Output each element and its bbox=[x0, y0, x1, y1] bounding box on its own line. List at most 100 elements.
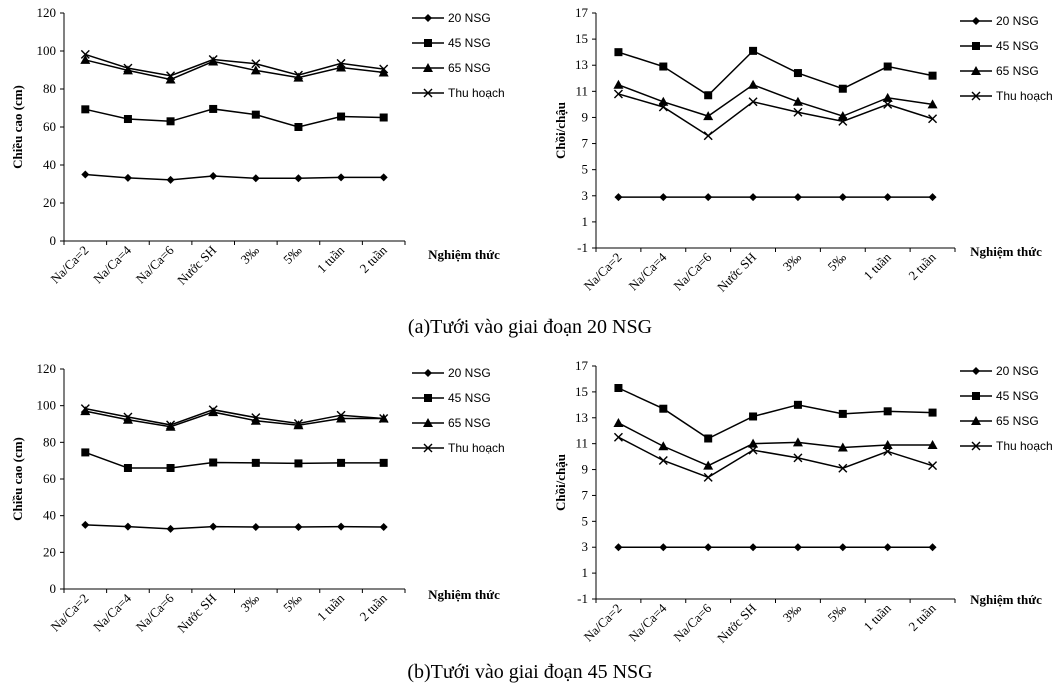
series-triangle bbox=[613, 79, 938, 121]
y-tick-label: 5 bbox=[582, 513, 589, 528]
data-point bbox=[704, 543, 713, 552]
data-point bbox=[882, 92, 893, 102]
data-point bbox=[659, 62, 668, 71]
y-tick-label: 120 bbox=[37, 361, 57, 376]
y-tick-label: 100 bbox=[37, 43, 57, 58]
data-point bbox=[704, 193, 713, 202]
data-point bbox=[883, 407, 892, 416]
series-diamond bbox=[614, 193, 937, 202]
y-tick-label: 0 bbox=[50, 233, 57, 248]
data-point bbox=[123, 173, 132, 182]
data-point bbox=[928, 114, 938, 124]
data-point bbox=[749, 543, 758, 552]
legend-label: 20 NSG bbox=[448, 11, 491, 25]
y-axis-title: Chồi/chậu bbox=[553, 102, 568, 159]
y-tick-label: 3 bbox=[582, 188, 589, 203]
data-point bbox=[80, 406, 91, 416]
legend-entry: Thu hoạch bbox=[960, 439, 1052, 453]
legend-label: 65 NSG bbox=[448, 416, 491, 430]
data-point bbox=[703, 472, 713, 482]
y-tick-label: 15 bbox=[575, 384, 588, 399]
data-point bbox=[294, 459, 303, 468]
legend-label: 45 NSG bbox=[996, 39, 1039, 53]
data-point bbox=[209, 458, 218, 467]
data-point bbox=[792, 437, 803, 447]
data-point bbox=[748, 445, 758, 455]
legend-entry: Thu hoạch bbox=[412, 86, 505, 100]
x-tick-label: 3‰ bbox=[780, 250, 804, 274]
legend-marker bbox=[972, 42, 980, 50]
data-point bbox=[614, 48, 623, 57]
y-tick-label: 60 bbox=[43, 471, 56, 486]
legend-marker bbox=[424, 394, 432, 402]
y-axis-title: Chiều cao (cm) bbox=[10, 437, 25, 521]
y-tick-label: 15 bbox=[575, 31, 588, 46]
data-point bbox=[883, 543, 892, 552]
series-x bbox=[80, 49, 389, 81]
data-point bbox=[336, 413, 347, 423]
x-tick-label: 2 tuần bbox=[356, 590, 390, 624]
data-point bbox=[294, 174, 303, 183]
caption-b: (b)Tưới vào giai đoạn 45 NSG bbox=[407, 661, 652, 683]
data-point bbox=[166, 464, 175, 472]
data-point bbox=[883, 62, 892, 71]
legend-label: 45 NSG bbox=[448, 36, 491, 50]
data-point bbox=[704, 91, 713, 100]
data-point bbox=[208, 407, 219, 417]
y-tick-label: 13 bbox=[575, 57, 588, 72]
series-line bbox=[85, 524, 384, 530]
x-tick-label: 5‰ bbox=[825, 601, 849, 625]
data-point bbox=[251, 458, 260, 467]
data-point bbox=[748, 438, 759, 448]
x-tick-label: 1 tuần bbox=[860, 249, 894, 283]
legend-label: 65 NSG bbox=[996, 64, 1039, 78]
data-point bbox=[80, 404, 90, 414]
data-point bbox=[928, 193, 937, 202]
series-square bbox=[81, 104, 388, 131]
y-tick-label: 17 bbox=[575, 5, 589, 20]
series-x bbox=[613, 432, 938, 482]
legend-entry: 65 NSG bbox=[960, 64, 1039, 78]
data-point bbox=[703, 460, 714, 470]
data-point bbox=[251, 59, 261, 69]
series-line bbox=[618, 422, 933, 467]
data-point bbox=[209, 172, 218, 181]
legend-entry: 65 NSG bbox=[412, 61, 491, 75]
y-tick-label: 11 bbox=[575, 436, 588, 451]
y-tick-label: 11 bbox=[575, 83, 588, 98]
series-triangle bbox=[80, 54, 389, 84]
data-point bbox=[613, 417, 624, 427]
legend-marker bbox=[423, 443, 433, 453]
x-tick-label: 5‰ bbox=[825, 250, 849, 274]
legend-entry: Thu hoạch bbox=[960, 89, 1052, 103]
data-point bbox=[208, 55, 218, 65]
data-point bbox=[883, 193, 892, 202]
legend-entry: 65 NSG bbox=[960, 414, 1039, 428]
y-tick-label: 40 bbox=[43, 508, 56, 523]
data-point bbox=[250, 415, 261, 425]
legend-marker bbox=[423, 418, 433, 427]
x-tick-label: Na/Ca=6 bbox=[133, 242, 177, 286]
legend-marker bbox=[424, 14, 432, 22]
y-axis-title: Chồi/chậu bbox=[553, 454, 568, 511]
legend-entry: 45 NSG bbox=[412, 391, 491, 405]
x-tick-label: Nước SH bbox=[174, 243, 219, 288]
y-tick-label: 80 bbox=[43, 81, 56, 96]
legend-marker bbox=[971, 66, 981, 75]
legend-label: 65 NSG bbox=[996, 414, 1039, 428]
data-point bbox=[123, 63, 133, 73]
data-point bbox=[928, 408, 937, 417]
series-line bbox=[85, 108, 384, 128]
data-point bbox=[703, 131, 713, 141]
data-point bbox=[166, 71, 176, 81]
data-point bbox=[614, 193, 623, 202]
data-point bbox=[294, 123, 303, 131]
series-line bbox=[618, 83, 933, 117]
x-tick-label: Na/Ca=6 bbox=[133, 590, 177, 634]
y-tick-label: 9 bbox=[582, 109, 589, 124]
data-point bbox=[337, 112, 346, 121]
data-point bbox=[793, 193, 802, 202]
legend-label: Thu hoạch bbox=[448, 86, 505, 100]
y-tick-label: 60 bbox=[43, 119, 56, 134]
